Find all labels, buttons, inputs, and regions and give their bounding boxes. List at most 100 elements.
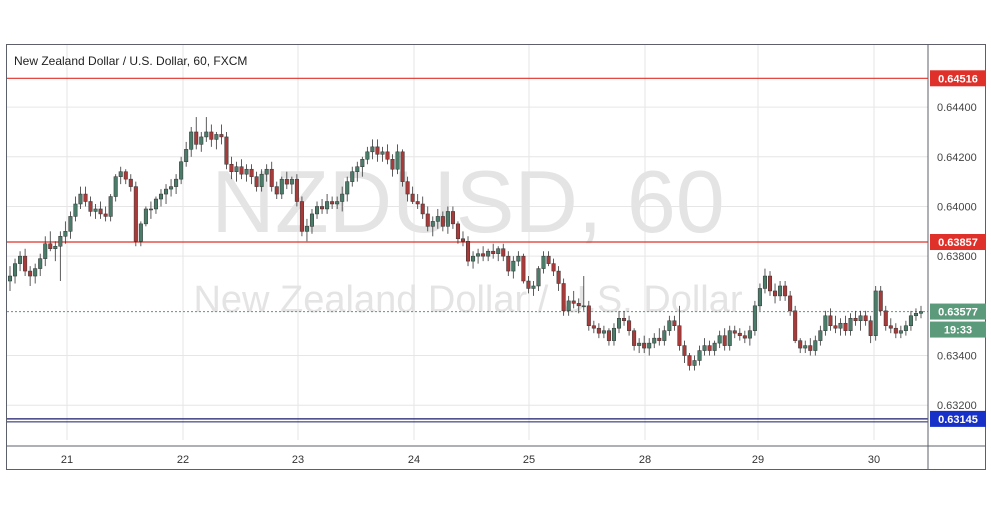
candle-body xyxy=(370,146,375,153)
candle-body xyxy=(375,146,380,155)
candle-body xyxy=(304,226,309,232)
candle-body xyxy=(38,258,43,269)
chart-frame xyxy=(6,44,986,470)
price-label-mid: 0.63857 xyxy=(938,237,978,249)
candle-body xyxy=(224,136,229,165)
candle-body xyxy=(204,131,209,138)
candle-body xyxy=(48,243,53,249)
candle-body xyxy=(521,255,526,282)
y-tick-label: 0.64000 xyxy=(937,201,977,213)
candle-body xyxy=(516,255,521,262)
candle-body xyxy=(481,253,486,257)
candle-body xyxy=(697,350,702,361)
candle-body xyxy=(757,288,762,307)
candle-body xyxy=(78,193,83,205)
candle-body xyxy=(898,330,903,334)
symbol-title: New Zealand Dollar / U.S. Dollar, 60, FX… xyxy=(14,54,247,68)
candle-body xyxy=(13,263,18,277)
candle-body xyxy=(289,178,294,185)
candle-body xyxy=(788,295,793,312)
candle-body xyxy=(360,159,365,167)
candle-body xyxy=(320,206,325,210)
candle-body xyxy=(214,134,219,140)
candle-body xyxy=(179,161,184,180)
candle-body xyxy=(767,275,773,292)
candle-body xyxy=(677,325,682,346)
candle-body xyxy=(350,171,355,182)
candle-body xyxy=(269,168,274,187)
candle-body xyxy=(415,201,420,205)
candle-body xyxy=(309,213,315,227)
candle-body xyxy=(118,171,123,177)
candle-body xyxy=(692,360,697,366)
candle-body xyxy=(209,131,214,140)
candle-body xyxy=(254,176,259,187)
candle-body xyxy=(43,243,48,259)
candle-body xyxy=(455,223,460,240)
candle-body xyxy=(194,131,199,145)
price-label-top-bg xyxy=(930,70,986,87)
candle-body xyxy=(712,342,717,351)
candle-body xyxy=(18,255,23,264)
x-tick-label: 23 xyxy=(292,454,304,466)
candle-body xyxy=(98,208,103,215)
candle-body xyxy=(783,285,788,297)
candle-body xyxy=(642,342,647,349)
candle-body xyxy=(773,290,778,297)
x-tick-label: 28 xyxy=(639,454,651,466)
candle-body xyxy=(410,193,415,202)
candle-body xyxy=(330,201,335,205)
candle-body xyxy=(853,318,858,322)
candle-body xyxy=(274,186,279,195)
candle-body xyxy=(390,159,395,170)
candle-body xyxy=(652,337,657,344)
candle-body xyxy=(611,327,616,341)
candle-body xyxy=(445,211,450,227)
candle-body xyxy=(234,166,239,172)
candle-body xyxy=(299,201,304,232)
candle-body xyxy=(199,136,204,145)
candle-body xyxy=(893,327,898,334)
candles xyxy=(7,117,924,371)
x-tick-label: 29 xyxy=(752,454,764,466)
candle-body xyxy=(913,313,918,317)
candle-body xyxy=(662,330,667,341)
candle-body xyxy=(345,181,350,195)
x-tick-label: 21 xyxy=(61,454,73,466)
candle-body xyxy=(778,285,783,297)
y-tick-label: 0.63200 xyxy=(937,400,977,412)
candle-body xyxy=(430,221,435,227)
countdown-label: 19:33 xyxy=(944,325,972,337)
candle-body xyxy=(566,300,571,312)
candle-body xyxy=(833,325,838,329)
x-tick-label: 30 xyxy=(868,454,880,466)
candle-body xyxy=(103,213,108,217)
candle-body xyxy=(113,176,118,197)
candle-body xyxy=(259,173,264,187)
candle-body xyxy=(476,253,481,257)
candle-body xyxy=(58,236,63,247)
candle-body xyxy=(88,201,93,212)
candle-body xyxy=(843,322,848,331)
candle-body xyxy=(571,300,576,304)
candle-body xyxy=(632,330,637,346)
candle-body xyxy=(184,149,189,163)
candle-body xyxy=(918,311,924,314)
candle-body xyxy=(133,186,138,242)
candle-body xyxy=(707,345,712,351)
candle-body xyxy=(174,178,179,187)
candle-body xyxy=(380,151,385,155)
candle-body xyxy=(511,260,516,272)
candle-body xyxy=(128,178,133,187)
candle-body xyxy=(400,151,405,182)
candle-body xyxy=(888,325,893,329)
price-label-bottom-bg xyxy=(930,410,986,427)
candle-body xyxy=(627,320,632,331)
candle-body xyxy=(576,303,581,307)
candle-body xyxy=(143,208,148,225)
candle-body xyxy=(33,268,38,277)
candle-body xyxy=(68,216,73,232)
watermark-big: NZDUSD, 60 xyxy=(211,152,724,251)
y-tick-label: 0.64200 xyxy=(937,152,977,164)
